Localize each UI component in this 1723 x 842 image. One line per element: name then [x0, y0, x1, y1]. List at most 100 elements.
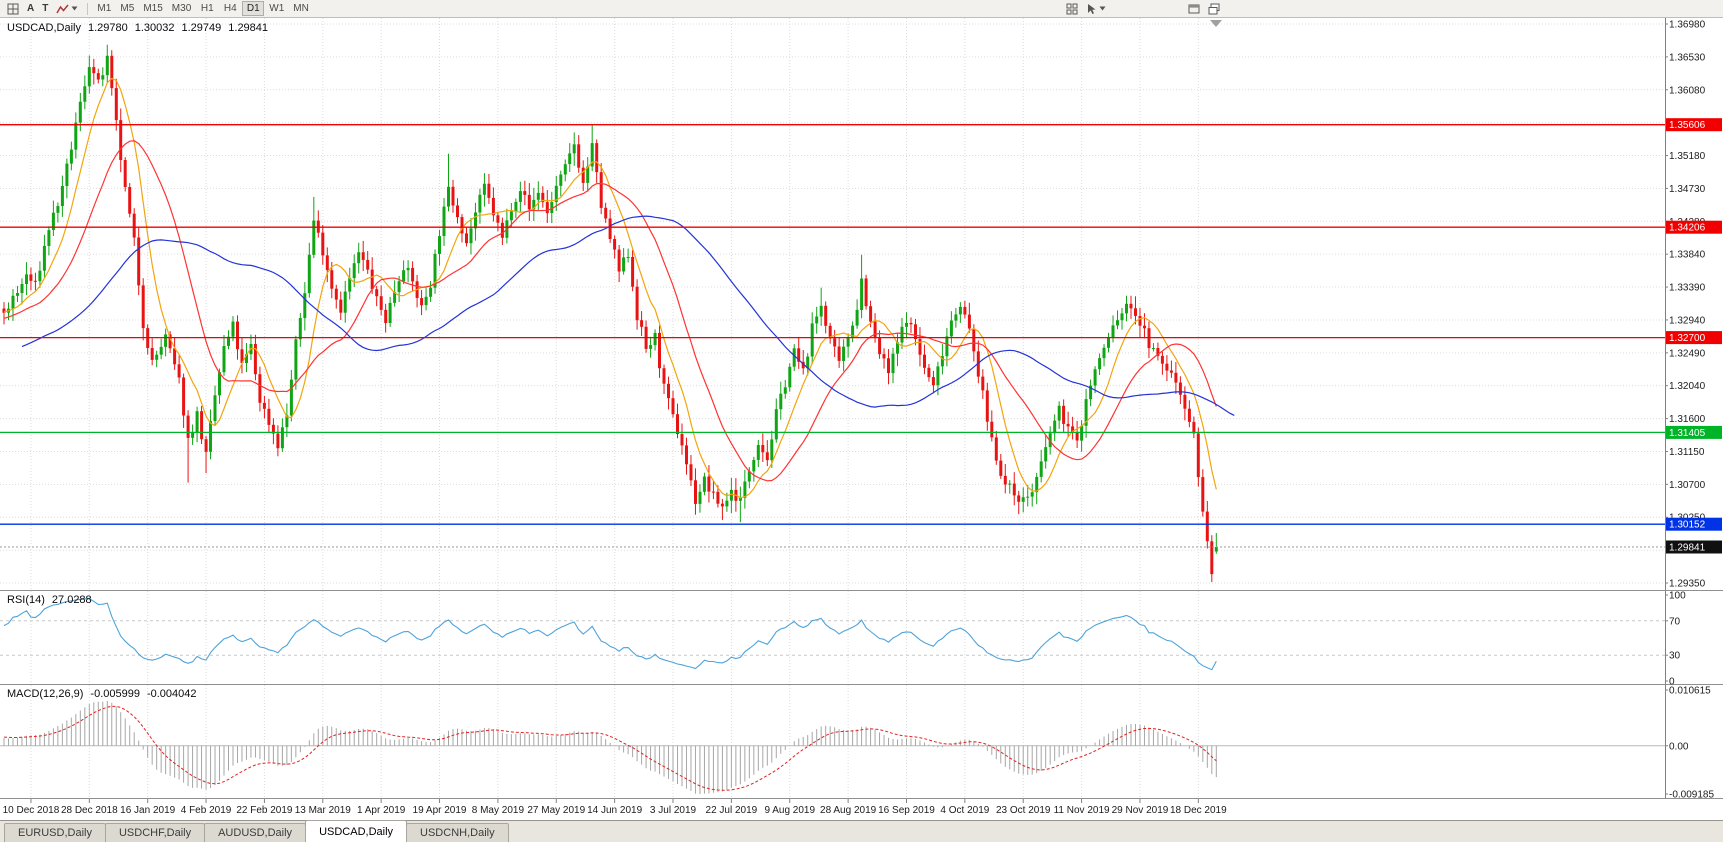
indicators-button[interactable]	[52, 1, 82, 17]
candle-body	[442, 206, 446, 236]
price-axis-label: 1.36530	[1669, 52, 1706, 63]
price-axis-label: 1.32940	[1669, 315, 1706, 326]
candle-body	[936, 366, 940, 386]
candle-body	[384, 309, 388, 323]
price-axis-label: 1.32490	[1669, 348, 1706, 359]
candle-body	[352, 263, 356, 279]
candle-body	[940, 356, 944, 367]
timeframe-d1-button[interactable]: D1	[242, 1, 265, 16]
candle-body	[1039, 461, 1043, 477]
candle-body	[433, 253, 437, 288]
candle-body	[1093, 369, 1097, 386]
candle-body	[1053, 420, 1057, 434]
candle-body	[123, 160, 127, 187]
text-tool-button[interactable]: T	[38, 1, 52, 17]
candle-body	[604, 207, 608, 219]
candle-body	[447, 186, 450, 207]
candle-body	[366, 259, 370, 270]
candle-body	[761, 445, 765, 453]
macd-axis-label: -0.009185	[1669, 790, 1714, 801]
chart-region[interactable]: 1.369801.365301.360801.356301.351801.347…	[0, 18, 1723, 820]
candle-body	[720, 503, 724, 507]
candle-body	[56, 206, 60, 213]
price-axis-label: 1.32040	[1669, 381, 1706, 392]
tab-label: AUDUSD,Daily	[218, 827, 293, 839]
candle-body	[523, 191, 527, 195]
candle-body	[626, 257, 630, 258]
timeframe-h4-button[interactable]: H4	[219, 1, 241, 16]
candle-body	[586, 166, 590, 183]
annotation-a-button[interactable]: A	[23, 1, 38, 17]
candle-body	[810, 323, 814, 357]
timeframe-mn-button[interactable]: MN	[289, 1, 313, 16]
candle-body	[276, 433, 280, 449]
candle-body	[469, 228, 473, 244]
candle-body	[289, 379, 293, 416]
chart-shift-marker[interactable]	[1210, 20, 1222, 27]
candle-body	[967, 314, 971, 329]
price-axis-label: 1.31150	[1669, 447, 1705, 458]
timeframe-h1-button[interactable]: H1	[196, 1, 218, 16]
candle-body	[258, 374, 262, 403]
candle-body	[298, 318, 302, 340]
candle-body	[954, 314, 958, 321]
price-axis-bg	[1666, 18, 1723, 820]
cursor-tool-button[interactable]	[1082, 1, 1110, 17]
candle-body	[1098, 358, 1102, 370]
candle-body	[949, 320, 953, 337]
candle-body	[1134, 308, 1137, 316]
candle-body	[788, 366, 792, 388]
date-axis-label: 3 Jul 2019	[650, 805, 697, 816]
timeframe-m5-button[interactable]: M5	[116, 1, 138, 16]
candle-body	[689, 464, 693, 481]
candle-body	[1196, 433, 1200, 478]
candle-body	[801, 361, 805, 369]
grid-lines	[0, 18, 1665, 798]
date-axis-label: 18 Dec 2019	[1170, 805, 1227, 816]
timeframe-m15-button[interactable]: M15	[139, 1, 166, 16]
price-tag	[1666, 425, 1722, 439]
rsi-axis-label: 70	[1669, 616, 1681, 627]
candle-body	[339, 299, 343, 313]
windows-grid-button[interactable]	[3, 1, 23, 17]
price-axis-label: 1.34730	[1669, 184, 1706, 195]
tab-usdcnh-daily[interactable]: USDCNH,Daily	[406, 823, 509, 842]
candle-body	[271, 424, 275, 434]
date-axis-label: 13 Mar 2019	[295, 805, 352, 816]
candle-body	[653, 332, 657, 346]
candle-body	[132, 213, 136, 238]
tab-eurusd-daily[interactable]: EURUSD,Daily	[4, 823, 106, 842]
candle-body	[402, 270, 406, 282]
candle-body	[1205, 511, 1209, 542]
tab-audusd-daily[interactable]: AUDUSD,Daily	[204, 823, 307, 842]
tab-usdcad-daily[interactable]: USDCAD,Daily	[305, 820, 408, 842]
new-chart-button[interactable]	[1184, 1, 1204, 17]
candle-body	[590, 143, 594, 167]
candle-body	[1071, 426, 1075, 433]
candle-body	[828, 325, 832, 339]
candle-body	[1165, 363, 1169, 371]
candle-body	[182, 377, 186, 416]
candle-body	[824, 305, 828, 326]
candle-body	[671, 398, 675, 415]
timeframe-w1-button[interactable]: W1	[265, 1, 288, 16]
candle-body	[927, 367, 931, 378]
candle-body	[397, 281, 401, 293]
caret-down-icon	[1099, 6, 1106, 11]
candle-body	[101, 75, 105, 80]
tile-windows-button[interactable]	[1062, 1, 1082, 17]
tab-usdchf-daily[interactable]: USDCHF,Daily	[104, 823, 206, 842]
candle-body	[1116, 320, 1119, 326]
candle-body	[716, 491, 720, 504]
candle-body	[747, 471, 751, 482]
candle-body	[74, 122, 78, 150]
cascade-windows-button[interactable]	[1204, 1, 1224, 17]
candle-body	[743, 481, 747, 498]
timeframe-m30-button[interactable]: M30	[168, 1, 195, 16]
price-axis-label: 1.33840	[1669, 250, 1706, 261]
candle-body	[150, 348, 154, 360]
timeframe-m1-button[interactable]: M1	[93, 1, 115, 16]
candle-body	[842, 346, 846, 361]
candle-body	[1201, 477, 1205, 512]
